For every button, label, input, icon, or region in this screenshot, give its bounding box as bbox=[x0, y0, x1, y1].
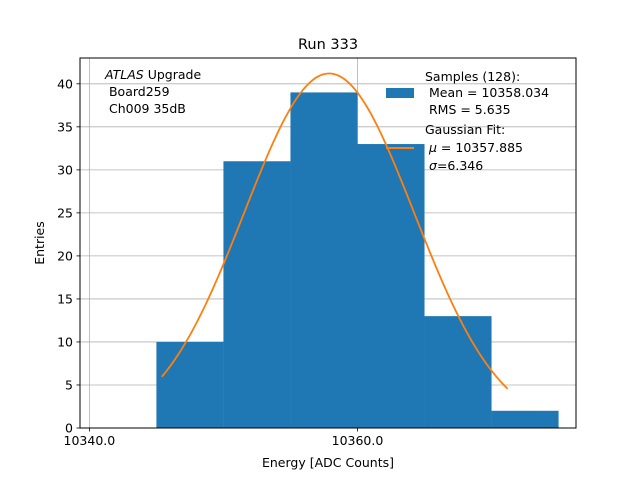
gaussian-fit-layer bbox=[161, 72, 509, 390]
annotation-box: ATLAS Upgrade Board259 Ch009 35dB bbox=[104, 67, 201, 116]
gaussian-fit-curve bbox=[161, 72, 509, 390]
y-axis-label: Entries bbox=[32, 221, 47, 265]
annotation-line-2: Board259 bbox=[105, 84, 170, 99]
y-tick-label: 20 bbox=[57, 248, 73, 263]
legend-fit-sigma: σ=6.346 bbox=[429, 158, 483, 173]
axis-ticks: 0 5 10 15 20 25 30 35 40 10340.0 10360.0 bbox=[57, 76, 383, 448]
chart-title: Run 333 bbox=[298, 37, 358, 53]
annotation-atlas: ATLAS bbox=[104, 67, 144, 82]
x-axis-label: Energy [ADC Counts] bbox=[262, 455, 394, 470]
x-tick-label: 10340.0 bbox=[64, 433, 116, 448]
histogram-bars bbox=[156, 92, 559, 429]
legend-hist-line-2: Mean = 10358.034 bbox=[425, 85, 549, 100]
y-tick-label: 15 bbox=[57, 291, 73, 306]
y-tick-label: 35 bbox=[57, 119, 73, 134]
legend-sigma-value: =6.346 bbox=[437, 158, 483, 173]
annotation-upgrade: Upgrade bbox=[144, 67, 202, 82]
y-tick-label: 25 bbox=[57, 205, 73, 220]
y-tick-label: 40 bbox=[57, 76, 73, 91]
legend: Samples (128): Mean = 10358.034 RMS = 5.… bbox=[386, 69, 549, 173]
histogram-bar bbox=[290, 92, 358, 428]
legend-mu-symbol: μ bbox=[428, 140, 437, 155]
legend-fit-mu: μ = 10357.885 bbox=[428, 140, 523, 155]
plot-frame bbox=[79, 57, 577, 429]
histogram-bar bbox=[156, 341, 224, 428]
y-tick-label: 30 bbox=[57, 162, 73, 177]
legend-hist-line-1: Samples (128): bbox=[425, 69, 520, 84]
y-tick-label: 0 bbox=[65, 421, 73, 436]
legend-sigma-symbol: σ bbox=[429, 158, 438, 173]
y-tick-label: 10 bbox=[57, 334, 73, 349]
legend-hist-swatch bbox=[386, 88, 414, 98]
histogram-bar bbox=[424, 316, 492, 428]
annotation-line-1: ATLAS Upgrade bbox=[104, 67, 201, 82]
legend-fit-line-1: Gaussian Fit: bbox=[425, 122, 505, 137]
histogram-bar bbox=[223, 161, 291, 429]
histogram-bar bbox=[491, 410, 559, 428]
legend-hist-line-3: RMS = 5.635 bbox=[425, 102, 511, 117]
histogram-bar bbox=[357, 144, 425, 428]
legend-mu-value: = 10357.885 bbox=[437, 140, 523, 155]
y-tick-label: 5 bbox=[65, 377, 73, 392]
annotation-line-3: Ch009 35dB bbox=[105, 101, 186, 116]
x-tick-label: 10360.0 bbox=[332, 433, 384, 448]
